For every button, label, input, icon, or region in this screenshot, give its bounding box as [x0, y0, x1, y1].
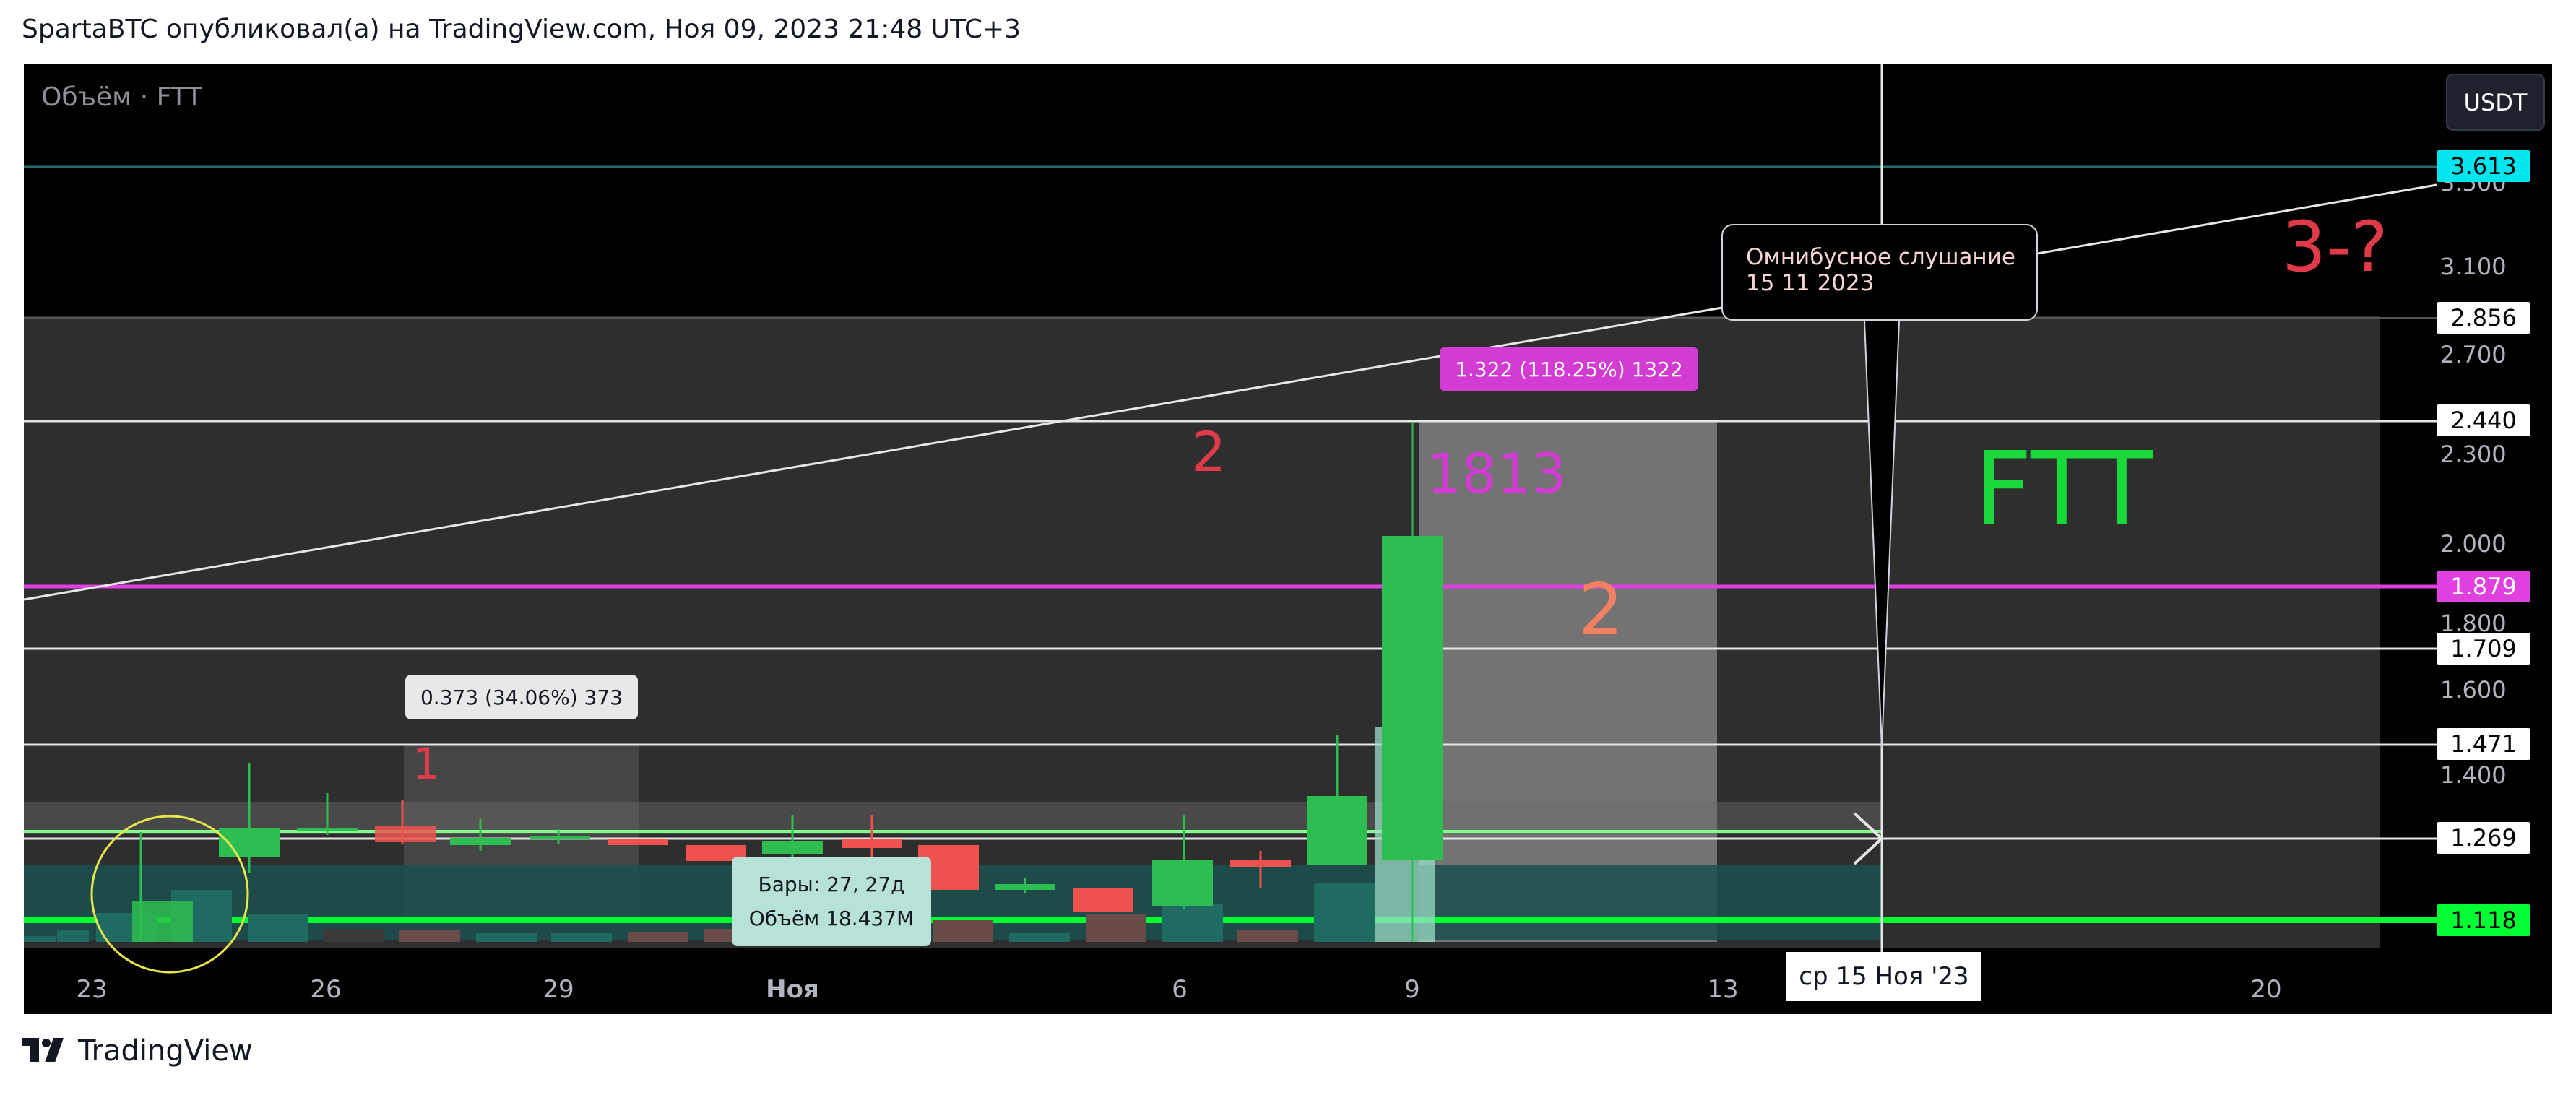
publish-header: SpartaBTC опубликовал(а) на TradingView.…	[22, 14, 1021, 44]
time-tick: 23	[76, 975, 108, 1004]
footer-brand: TradingView	[22, 1034, 253, 1068]
footer-brand-text: TradingView	[78, 1034, 253, 1068]
chart-pane[interactable]: Объём · FTT USDT 3.500 3.100 2.700 2.300…	[24, 64, 2552, 1014]
time-tick: Ноя	[766, 975, 819, 1004]
ftt-annotation[interactable]: FTT	[1974, 430, 2153, 548]
price-label-1471[interactable]: 1.471	[2437, 728, 2530, 760]
callout-line-1: Омнибусное слушание	[1746, 244, 2015, 270]
price-tick: 1.400	[2440, 761, 2507, 789]
arrow-head-icon	[1853, 812, 1884, 865]
time-tick: 29	[543, 975, 574, 1004]
callout-box[interactable]: Омнибусное слушание 15 11 2023	[1721, 224, 2038, 321]
price-tick: 2.700	[2440, 341, 2507, 368]
time-tick: 20	[2250, 975, 2282, 1004]
measure-label-big[interactable]: 1.322 (118.25%) 1322	[1440, 347, 1698, 391]
price-tick: 1.800	[2440, 610, 2507, 637]
wave2-orange-annotation[interactable]: 2	[1578, 569, 1624, 652]
candles	[132, 422, 1443, 942]
wave3-annotation[interactable]: 3-?	[2282, 207, 2388, 287]
price-label-2856[interactable]: 2.856	[2437, 302, 2530, 334]
highlight-circle	[90, 815, 249, 974]
bars-count-label: Бары: 27, 27д	[758, 873, 905, 896]
price-tick: 2.300	[2440, 441, 2507, 468]
crosshair-time-label: ср 15 Ноя '23	[1786, 952, 1981, 1001]
measure-label-small[interactable]: 0.373 (34.06%) 373	[405, 675, 638, 719]
price-label-1118[interactable]: 1.118	[2437, 904, 2530, 936]
time-tick: 6	[1172, 975, 1188, 1004]
price-tick: 3.100	[2440, 253, 2507, 280]
time-tick: 26	[310, 975, 342, 1004]
measure-range-big[interactable]	[1419, 422, 1717, 942]
price-tick: 2.000	[2440, 530, 2507, 558]
price-label-1269[interactable]: 1.269	[2437, 822, 2530, 854]
price-tick: 1.600	[2440, 676, 2507, 704]
callout-line-2: 15 11 2023	[1746, 270, 1875, 296]
currency-button[interactable]: USDT	[2446, 74, 2545, 131]
value-1813-annotation[interactable]: 1813	[1427, 441, 1567, 506]
callout-tail	[1864, 320, 1900, 749]
price-label-3613[interactable]: 3.613	[2437, 150, 2530, 182]
price-label-1879[interactable]: 1.879	[2437, 571, 2530, 602]
volume-indicator-label[interactable]: Объём · FTT	[41, 82, 203, 112]
measure-info-box: Бары: 27, 27д Объём 18.437M	[732, 857, 931, 946]
time-tick: 13	[1707, 975, 1739, 1004]
chart-canvas[interactable]	[24, 64, 2552, 1014]
time-axis-background	[24, 948, 2380, 1014]
price-axis-background	[2437, 64, 2552, 1014]
time-tick: 9	[1404, 975, 1420, 1004]
price-label-1709[interactable]: 1.709	[2437, 633, 2530, 665]
volume-value-label: Объём 18.437M	[748, 906, 915, 930]
wave1-annotation[interactable]: 1	[412, 739, 441, 789]
tradingview-logo-icon	[22, 1038, 64, 1062]
price-label-2440[interactable]: 2.440	[2437, 404, 2530, 436]
wave2-red-annotation[interactable]: 2	[1191, 420, 1227, 484]
